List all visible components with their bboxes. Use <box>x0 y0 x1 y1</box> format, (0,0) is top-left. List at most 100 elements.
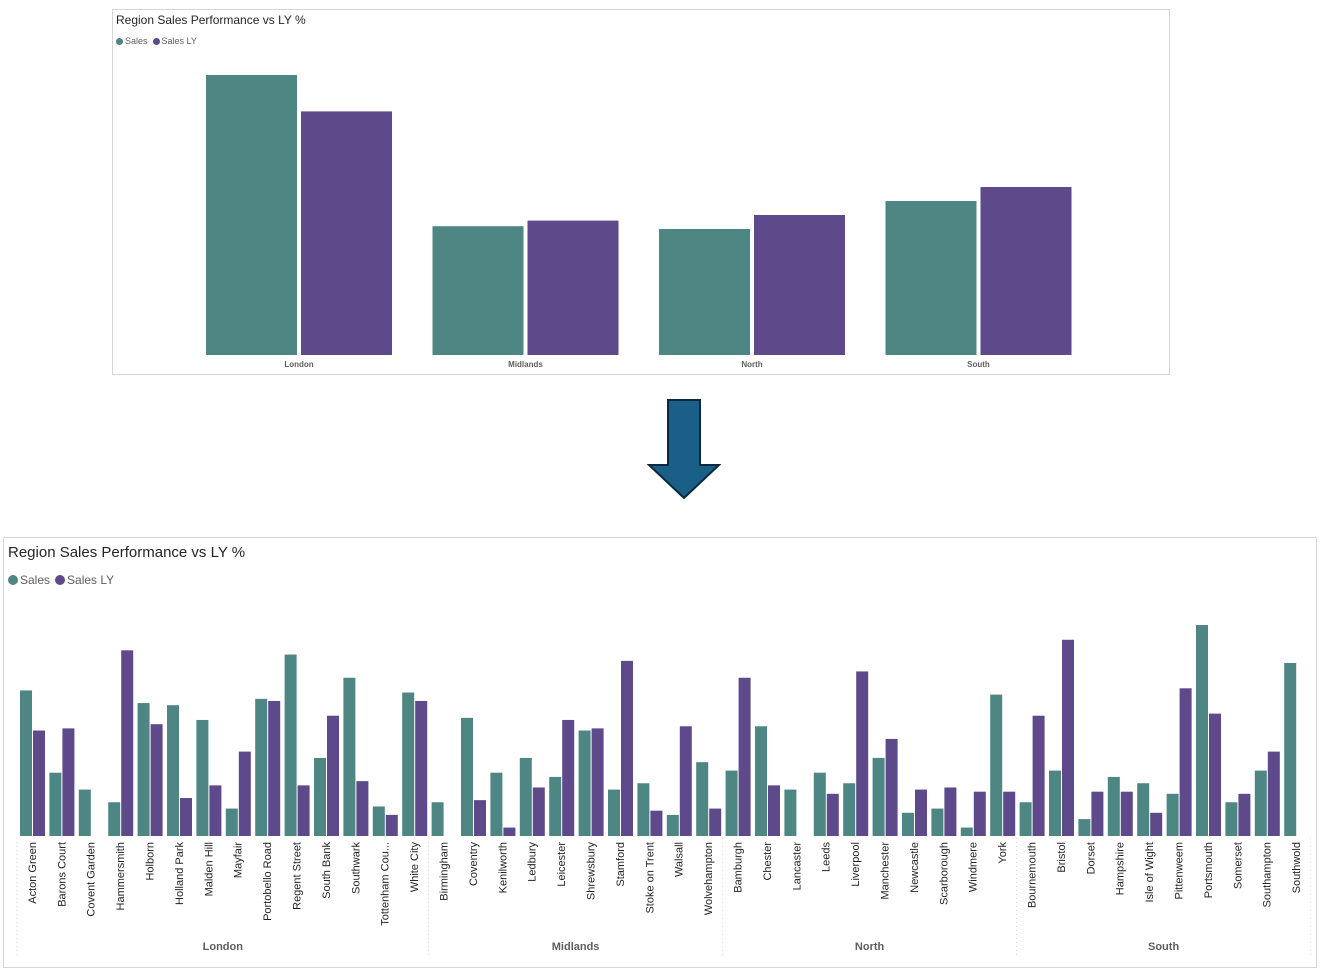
x-tick-label-holland-park: Holland Park <box>174 842 186 905</box>
bar-sales-stamford[interactable] <box>608 789 620 836</box>
bar-sales-bristol[interactable] <box>1049 770 1061 836</box>
bar-sales-chester[interactable] <box>755 726 767 836</box>
bar-sales-kenilworth[interactable] <box>490 772 503 836</box>
bar-sales-coventry[interactable] <box>461 717 473 836</box>
bar-sales-ly-windmere[interactable] <box>973 791 986 836</box>
bar-sales-ly-kenilworth[interactable] <box>503 827 516 836</box>
bar-sales-southampton[interactable] <box>1254 770 1267 836</box>
bar-sales-ly-walsall[interactable] <box>679 726 692 836</box>
bar-sales-ly-portsmouth[interactable] <box>1209 713 1221 836</box>
bar-sales-ly-leicester[interactable] <box>562 719 575 836</box>
legend-item-sales-ly[interactable]: Sales LY <box>152 36 197 46</box>
bar-sales-somerset[interactable] <box>1225 802 1238 836</box>
bar-sales-regent-street[interactable] <box>284 654 297 836</box>
bar-sales-ly-newcastle[interactable] <box>915 789 927 836</box>
bar-sales-ly-south-bank[interactable] <box>327 715 339 836</box>
bar-sales-ly-regent-street[interactable] <box>297 785 310 836</box>
bar-sales-hampshire[interactable] <box>1107 776 1120 836</box>
bar-sales-barons-court[interactable] <box>49 772 62 836</box>
bar-sales-ly-southampton[interactable] <box>1267 751 1280 836</box>
bar-sales-ly-holborn[interactable] <box>150 724 163 836</box>
bar-sales-mayfair[interactable] <box>225 808 238 836</box>
bar-sales-ly-wolvehampton[interactable] <box>709 808 722 836</box>
bar-sales-york[interactable] <box>990 694 1003 836</box>
bar-sales-birmingham[interactable] <box>431 802 444 836</box>
bar-sales-ly-coventry[interactable] <box>474 800 486 836</box>
bar-sales-liverpool[interactable] <box>843 783 856 836</box>
bar-sales-leicester[interactable] <box>549 776 562 836</box>
bar-sales-ly-somerset[interactable] <box>1238 793 1251 836</box>
bar-sales-midlands[interactable] <box>432 226 524 355</box>
bar-sales-ly-shrewsbury[interactable] <box>591 728 604 836</box>
bar-sales-ly-bamburgh[interactable] <box>738 677 751 836</box>
bar-sales-bamburgh[interactable] <box>725 770 738 836</box>
bar-sales-tottenham-cou[interactable] <box>372 806 385 836</box>
bar-sales-ly-bristol[interactable] <box>1062 639 1074 836</box>
bar-sales-portsmouth[interactable] <box>1196 625 1208 836</box>
bar-sales-ly-hampshire[interactable] <box>1120 791 1133 836</box>
legend-label-sales: Sales <box>125 36 148 46</box>
bar-sales-ly-mayfair[interactable] <box>238 751 251 836</box>
bar-sales-ly-manchester[interactable] <box>885 738 898 836</box>
bar-sales-lancaster[interactable] <box>784 789 797 836</box>
bar-sales-acton-green[interactable] <box>20 690 32 836</box>
bar-sales-ly-dorset[interactable] <box>1091 791 1104 836</box>
bar-sales-wolvehampton[interactable] <box>696 762 709 836</box>
bar-sales-shrewsbury[interactable] <box>578 730 591 837</box>
bar-sales-ly-hammersmith[interactable] <box>121 650 134 836</box>
bar-sales-south[interactable] <box>885 201 977 355</box>
bar-sales-ly-southwark[interactable] <box>356 781 369 836</box>
bar-sales-ly-leeds[interactable] <box>826 793 839 836</box>
bar-sales-ly-malden-hill[interactable] <box>209 785 222 836</box>
bar-sales-south-bank[interactable] <box>314 757 326 836</box>
bar-sales-walsall[interactable] <box>666 814 679 836</box>
legend-item-sales[interactable]: Sales <box>116 36 148 46</box>
bar-sales-malden-hill[interactable] <box>196 719 209 836</box>
bar-sales-pittenweem[interactable] <box>1166 793 1179 836</box>
bar-sales-stoke-on-trent[interactable] <box>637 783 650 836</box>
bar-sales-ly-holland-park[interactable] <box>180 798 192 836</box>
bar-sales-ly-tottenham-cou[interactable] <box>385 814 398 836</box>
bar-sales-windmere[interactable] <box>960 827 973 836</box>
bar-sales-ly-acton-green[interactable] <box>33 730 45 837</box>
bar-sales-manchester[interactable] <box>872 757 885 836</box>
bar-sales-ly-stoke-on-trent[interactable] <box>650 810 663 836</box>
bar-sales-ly-isle-of-wight[interactable] <box>1150 812 1163 836</box>
bar-sales-southwold[interactable] <box>1284 662 1297 836</box>
bar-sales-ly-ledbury[interactable] <box>532 787 545 836</box>
bar-sales-bournemouth[interactable] <box>1019 802 1032 836</box>
bar-sales-ly-portobello-road[interactable] <box>268 700 281 836</box>
bar-sales-leeds[interactable] <box>813 772 826 836</box>
bar-sales-ly-london[interactable] <box>301 111 392 356</box>
bar-sales-ly-barons-court[interactable] <box>62 728 75 836</box>
bar-sales-holborn[interactable] <box>137 703 150 836</box>
bar-sales-southwark[interactable] <box>343 677 356 836</box>
bar-sales-ly-white-city[interactable] <box>415 700 428 836</box>
bar-sales-white-city[interactable] <box>402 692 415 836</box>
bar-sales-ly-york[interactable] <box>1003 791 1016 836</box>
bar-sales-ly-liverpool[interactable] <box>856 671 869 836</box>
bar-sales-ly-scarborough[interactable] <box>944 787 957 836</box>
legend-item-sales[interactable]: Sales <box>8 573 50 587</box>
bar-sales-ly-stamford[interactable] <box>621 660 633 836</box>
bar-sales-newcastle[interactable] <box>902 812 914 836</box>
bar-sales-ly-bournemouth[interactable] <box>1032 715 1045 836</box>
bar-sales-portobello-road[interactable] <box>255 698 268 836</box>
bar-sales-ly-pittenweem[interactable] <box>1179 688 1192 836</box>
bar-sales-dorset[interactable] <box>1078 819 1091 836</box>
bar-sales-ly-north[interactable] <box>754 215 845 355</box>
legend-item-sales-ly[interactable]: Sales LY <box>55 573 114 587</box>
bar-sales-holland-park[interactable] <box>167 705 179 836</box>
bar-sales-ly-chester[interactable] <box>768 785 780 836</box>
bar-sales-hammersmith[interactable] <box>108 802 121 836</box>
bar-sales-ly-south[interactable] <box>980 187 1072 355</box>
bar-sales-isle-of-wight[interactable] <box>1137 783 1150 836</box>
bar-sales-ledbury[interactable] <box>519 757 532 836</box>
bar-sales-north[interactable] <box>659 229 750 355</box>
x-tick-label-hammersmith: Hammersmith <box>115 842 127 910</box>
bar-sales-scarborough[interactable] <box>931 808 944 836</box>
chart-visual-region: Region Sales Performance vs LY % Sales S… <box>112 9 1170 375</box>
bar-sales-london[interactable] <box>206 75 297 355</box>
bar-sales-covent-garden[interactable] <box>78 789 91 836</box>
bar-sales-ly-midlands[interactable] <box>527 220 619 355</box>
